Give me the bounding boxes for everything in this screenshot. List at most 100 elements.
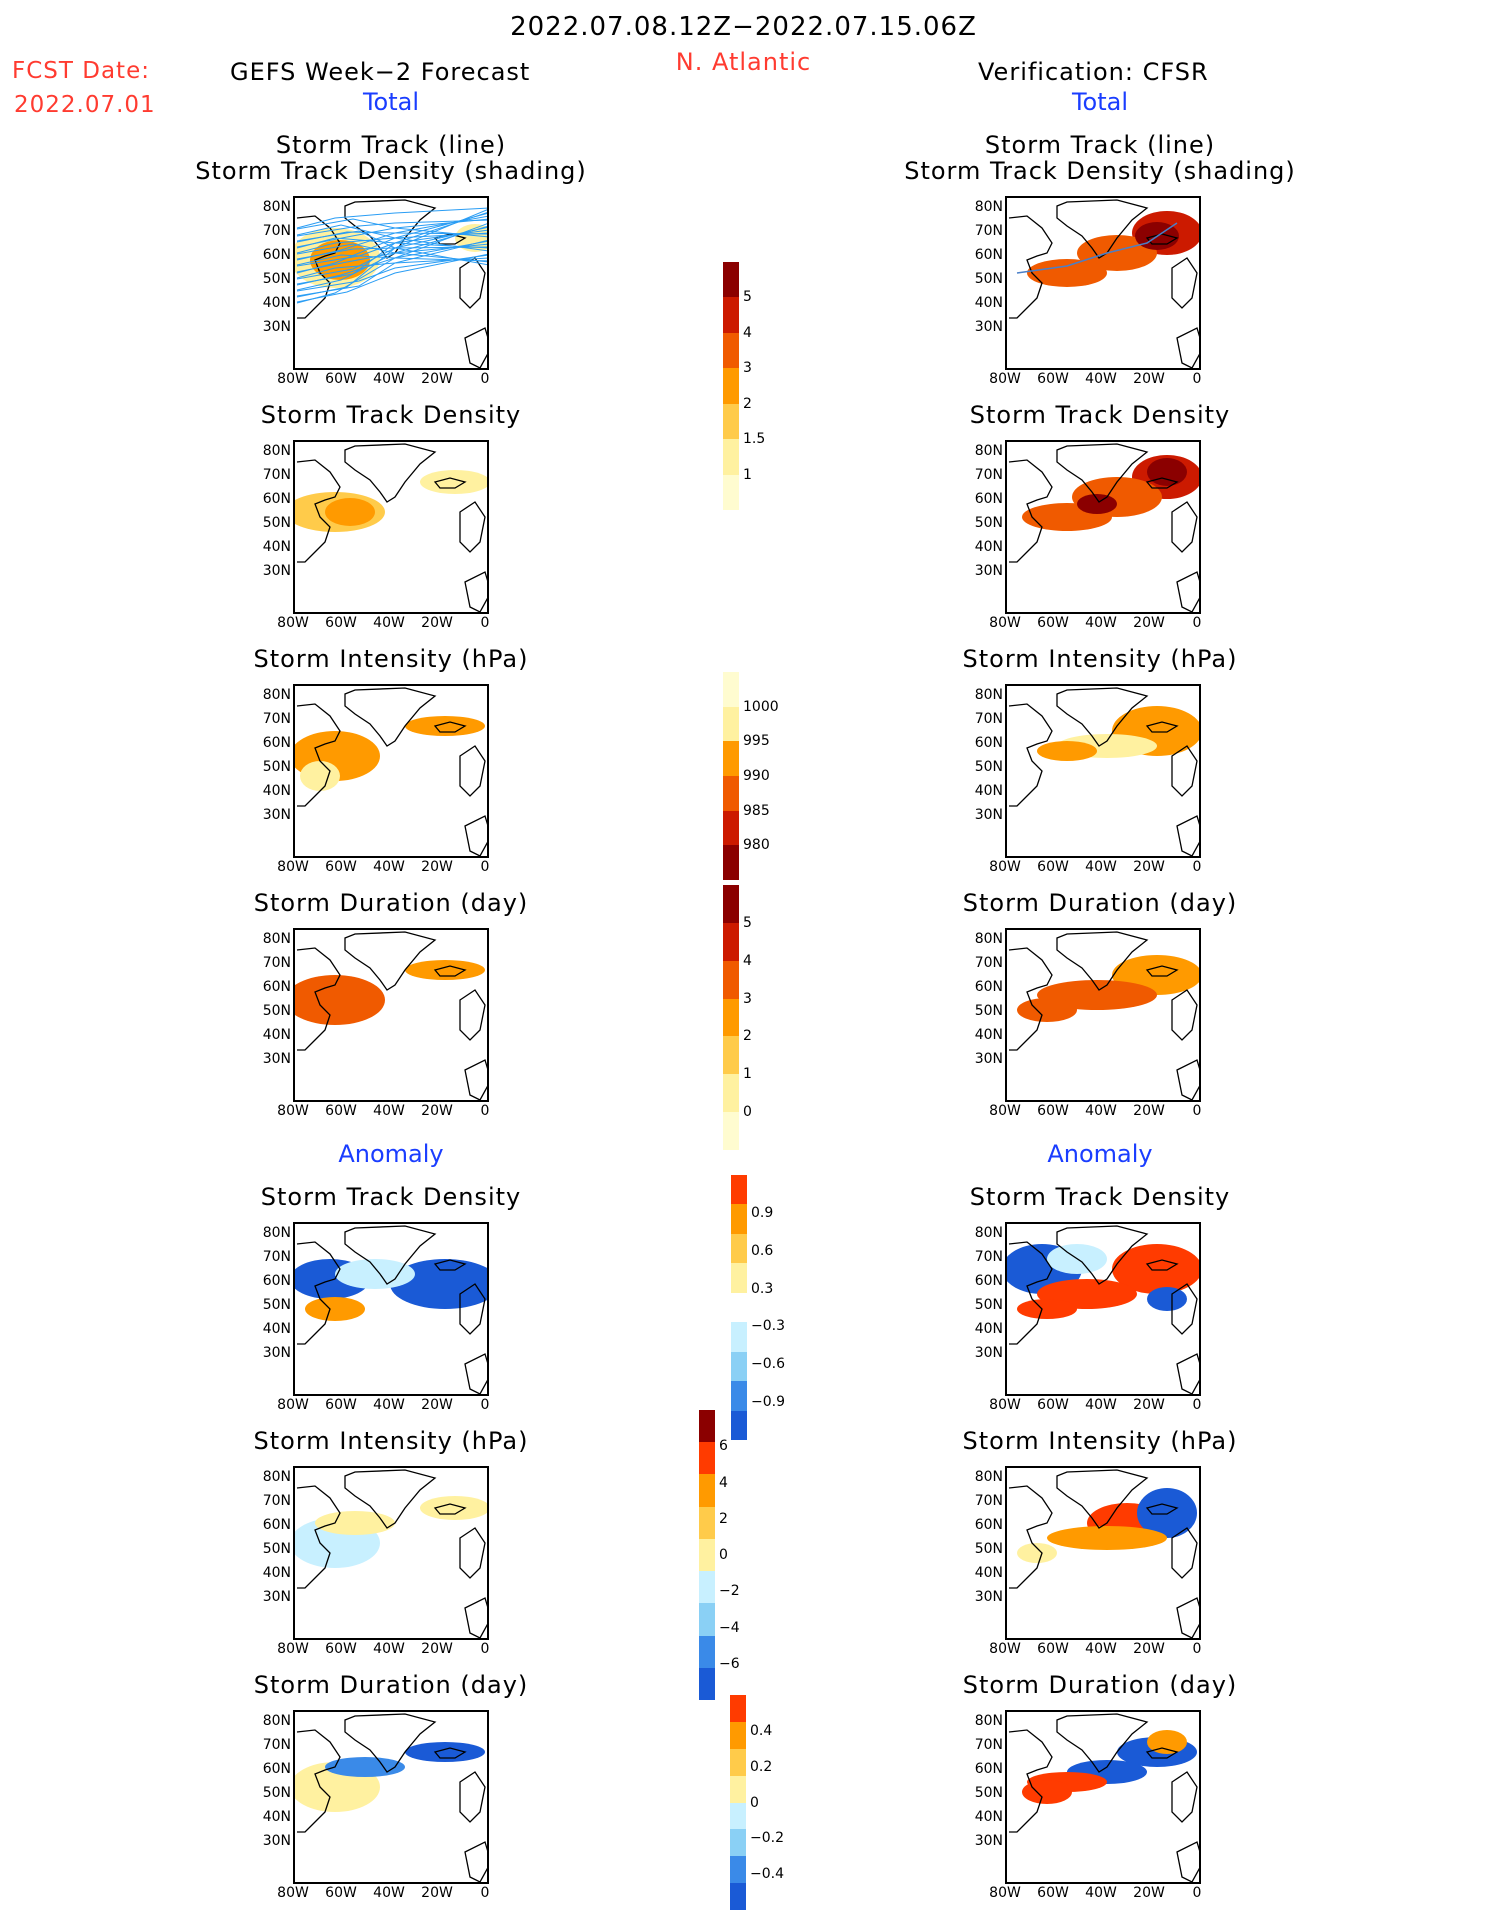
lon-tick-label: 60W — [325, 859, 357, 875]
lat-tick-label: 30N — [262, 319, 291, 335]
coastline — [1145, 1259, 1179, 1271]
lat-tick-label: 60N — [262, 247, 291, 263]
colorbar-segment — [699, 1474, 715, 1507]
right-map-panel-6 — [1005, 1466, 1201, 1640]
coastline — [1008, 703, 1053, 807]
lat-tick-label: 40N — [262, 1321, 291, 1337]
lon-tick-label: 80W — [277, 1885, 309, 1901]
left-panel3-title: Storm Intensity (hPa) — [253, 645, 529, 673]
lat-tick-label: 70N — [262, 1737, 291, 1753]
lat-tick-label: 30N — [262, 1589, 291, 1605]
coastline — [1176, 327, 1199, 368]
lat-tick-label: 80N — [262, 443, 291, 459]
colorbar-label: 0.9 — [751, 1204, 774, 1221]
colorbar-label: 980 — [743, 837, 770, 854]
coastline — [1171, 989, 1198, 1041]
left-map-panel-2 — [293, 440, 489, 614]
lat-tick-label: 30N — [974, 1345, 1003, 1361]
lon-tick-label: 20W — [1133, 1885, 1165, 1901]
lon-tick-label: 60W — [1037, 615, 1069, 631]
lon-tick-label: 80W — [277, 1641, 309, 1657]
coastline — [296, 947, 341, 1051]
lon-tick-label: 40W — [373, 1103, 405, 1119]
lon-tick-label: 60W — [325, 615, 357, 631]
right-panel1-title-a: Storm Track (line) — [984, 131, 1216, 159]
colorbar-label: 4 — [743, 952, 752, 969]
period-title: 2022.07.08.12Z−2022.07.15.06Z — [510, 12, 977, 42]
colorbar-segment — [731, 1322, 747, 1352]
shading-blob — [300, 761, 340, 791]
shading-blob — [1017, 1543, 1057, 1563]
lat-tick-label: 50N — [974, 759, 1003, 775]
coastline — [1008, 1485, 1053, 1589]
left-map-panel-7 — [293, 1710, 489, 1884]
lat-tick-label: 40N — [262, 1809, 291, 1825]
lon-tick-label: 60W — [325, 1885, 357, 1901]
colorbar-segment — [731, 1381, 747, 1411]
left-panel6-title: Storm Intensity (hPa) — [253, 1427, 529, 1455]
storm-track-line — [296, 231, 487, 243]
lat-tick-label: 60N — [974, 1517, 1003, 1533]
lon-tick-label: 20W — [1133, 859, 1165, 875]
lon-tick-label: 0 — [480, 1885, 490, 1901]
coastline — [296, 1485, 341, 1589]
colorbar-segment — [731, 1351, 747, 1382]
lat-tick-label: 80N — [974, 199, 1003, 215]
lat-tick-label: 50N — [974, 1297, 1003, 1313]
coastline — [1171, 1283, 1198, 1335]
lat-tick-label: 60N — [974, 1273, 1003, 1289]
lon-tick-label: 0 — [1192, 1885, 1202, 1901]
lat-tick-label: 40N — [974, 1027, 1003, 1043]
fcst-date: 2022.07.01 — [14, 92, 156, 118]
lat-tick-label: 40N — [262, 539, 291, 555]
colorbar-label: 0 — [750, 1794, 759, 1811]
shading-blob — [295, 975, 385, 1025]
colorbar-segment — [723, 706, 739, 742]
lon-tick-label: 40W — [1085, 1397, 1117, 1413]
lat-tick-label: 40N — [974, 1809, 1003, 1825]
lon-tick-label: 80W — [277, 615, 309, 631]
lon-tick-label: 40W — [373, 1885, 405, 1901]
coastline — [1176, 815, 1199, 856]
lat-tick-label: 40N — [974, 539, 1003, 555]
colorbar-segment — [730, 1883, 746, 1910]
lon-tick-label: 80W — [989, 1103, 1021, 1119]
coastline — [296, 1729, 341, 1833]
colorbar-label: 0.2 — [750, 1758, 773, 1775]
lat-tick-label: 60N — [974, 1761, 1003, 1777]
coastline — [464, 815, 487, 856]
colorbar-segment — [723, 810, 739, 846]
storm-track-line — [296, 209, 487, 298]
colorbar-segment — [731, 1175, 747, 1205]
coastline — [1176, 1059, 1199, 1100]
lat-tick-label: 50N — [262, 1785, 291, 1801]
lon-tick-label: 0 — [1192, 1397, 1202, 1413]
lat-tick-label: 80N — [262, 1469, 291, 1485]
lon-tick-label: 0 — [1192, 1103, 1202, 1119]
lon-tick-label: 80W — [989, 859, 1021, 875]
shading-blob — [325, 498, 375, 526]
right-panel4-title: Storm Duration (day) — [962, 889, 1238, 917]
storm-track-line — [296, 243, 487, 273]
colorbar-label: 1 — [743, 466, 752, 483]
coastline — [459, 501, 486, 553]
lat-tick-label: 80N — [974, 931, 1003, 947]
shading-blob — [315, 1511, 395, 1535]
coastline — [344, 687, 437, 747]
coastline — [1056, 687, 1149, 747]
lon-tick-label: 80W — [989, 615, 1021, 631]
lon-tick-label: 80W — [277, 859, 309, 875]
lon-tick-label: 20W — [1133, 1397, 1165, 1413]
lat-tick-label: 50N — [974, 1785, 1003, 1801]
colorbar-segment — [699, 1603, 715, 1636]
coastline — [433, 721, 467, 733]
colorbar-segment — [723, 332, 739, 369]
left-map-panel-6 — [293, 1466, 489, 1640]
lon-tick-label: 80W — [989, 1397, 1021, 1413]
coastline — [433, 965, 467, 977]
lat-tick-label: 30N — [974, 319, 1003, 335]
lat-tick-label: 40N — [974, 1321, 1003, 1337]
coastline — [1008, 1241, 1053, 1345]
coastline — [464, 1353, 487, 1394]
lat-tick-label: 60N — [974, 247, 1003, 263]
